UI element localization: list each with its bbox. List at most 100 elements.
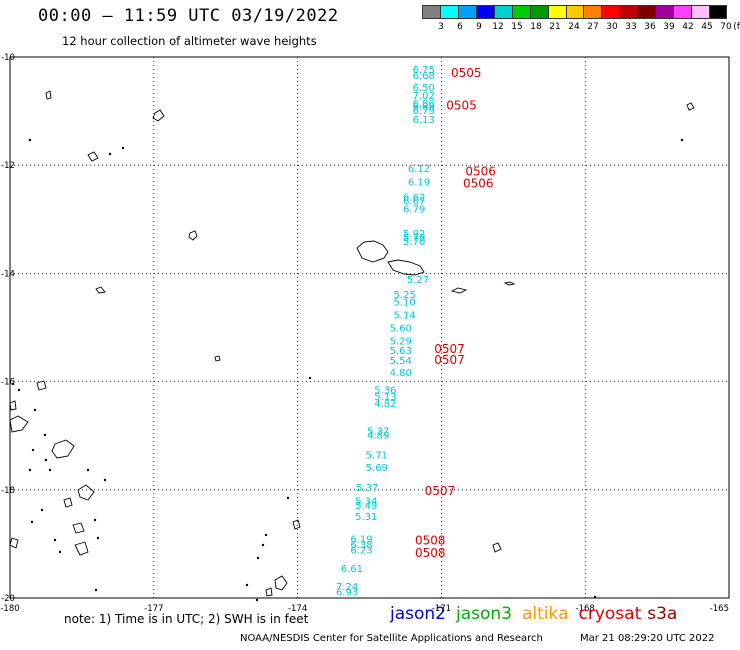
fiji-coast-1	[9, 415, 29, 433]
fiji-coast-8	[36, 380, 47, 391]
pass-time-label: 0505	[446, 99, 477, 113]
wave-height-value: 6.61	[341, 564, 363, 575]
fiji-coast-2	[9, 400, 17, 411]
wave-height-value: 6.93	[336, 588, 358, 599]
tonga-coast-3	[265, 587, 273, 597]
wave-height-value: 5.49	[355, 501, 377, 512]
color-scale-swatches	[422, 5, 727, 19]
color-scale-label: 30	[606, 22, 618, 32]
wave-height-value: 4.89	[367, 431, 389, 442]
color-scale-label: 42	[682, 22, 694, 32]
color-scale-label: 39	[663, 22, 675, 32]
color-scale-label: 24	[568, 22, 580, 32]
atoll-2-coastline	[45, 90, 52, 100]
color-swatch	[601, 5, 620, 19]
wave-height-value: 5.14	[393, 311, 415, 322]
wave-height-value: 6.13	[413, 115, 435, 126]
longitude-tick-label: -168	[576, 604, 595, 614]
wave-height-value: 5.13	[374, 392, 396, 403]
longitude-tick-label: -171	[432, 604, 451, 614]
mission-jason2-label: jason2	[390, 604, 446, 624]
latitude-tick-label: -18	[1, 486, 15, 496]
pass-time-label: 0507	[425, 484, 456, 498]
wave-height-value: 5.29	[390, 336, 412, 347]
wave-height-value: 5.70	[403, 237, 425, 248]
mission-legend: jason2 jason3 altika cryosat s3a	[390, 604, 687, 624]
wave-height-value: 6.67	[403, 196, 425, 207]
wave-height-value: 5.34	[355, 497, 377, 508]
wave-height-value: 6.68	[413, 71, 435, 82]
atoll-5-coastline	[214, 355, 221, 362]
color-swatch	[529, 5, 548, 19]
latitude-tick-label: -20	[1, 594, 15, 604]
axis-tick-labels: -180 -177 -174 -171 -168 -165 -10 -12 -14 -16 -18 -…	[0, 53, 729, 614]
wave-height-value: 6.12	[408, 164, 430, 175]
wave-height-value: 6.79	[413, 106, 435, 117]
map-subtitle: 12 hour collection of altimeter wave hei…	[62, 34, 317, 48]
tonga-coast-2	[274, 575, 288, 591]
map-frame	[9, 56, 730, 599]
wave-height-value: 5.37	[356, 483, 378, 494]
longitude-tick-label: -165	[710, 604, 729, 614]
color-scale-label: 70	[720, 22, 732, 32]
tutuila-island-coastline	[450, 287, 468, 294]
color-swatch	[709, 5, 727, 19]
small-islets	[11, 138, 684, 602]
atoll-6-coastline	[492, 542, 502, 553]
color-scale-label: 45	[701, 22, 713, 32]
fiji-coast-7	[74, 541, 89, 556]
wave-height-value: 5.36	[374, 386, 396, 397]
color-swatch	[475, 5, 494, 19]
color-swatch	[457, 5, 476, 19]
mission-jason3-label: jason3	[456, 604, 512, 624]
color-scale-label: 6	[457, 22, 463, 32]
wave-height-value: 6.86	[413, 99, 435, 110]
pass-time-label: 0507	[434, 353, 465, 367]
pass-time-label: 0508	[415, 534, 446, 548]
color-swatch	[565, 5, 584, 19]
atoll-3-coastline	[87, 151, 99, 162]
units-note: note: 1) Time is in UTC; 2) SWH is in fe…	[64, 612, 309, 626]
longitude-tick-label: -177	[144, 604, 163, 614]
pass-time-label: 0506	[463, 177, 494, 191]
pass-time-label: 0508	[415, 546, 446, 560]
wave-height-value: 5.27	[407, 275, 429, 286]
color-swatch	[673, 5, 692, 19]
wave-height-value: 6.62	[403, 193, 425, 204]
color-swatch	[619, 5, 638, 19]
wave-height-value: 5.71	[366, 451, 388, 462]
pass-time-label: 0505	[451, 66, 482, 80]
mission-altika-label: altika	[522, 604, 569, 624]
atoll-1-coastline	[152, 109, 165, 122]
color-swatch	[439, 5, 458, 19]
color-scale-label: 27	[587, 22, 599, 32]
manua-island-coastline	[503, 281, 516, 286]
wave-height-value: 5.10	[393, 298, 415, 309]
wave-height-value: 6.79	[403, 204, 425, 215]
latitude-tick-label: -14	[1, 269, 15, 279]
savaii-island-coastline	[356, 240, 389, 263]
latitude-tick-label: -16	[1, 378, 15, 388]
color-swatch	[691, 5, 709, 19]
wave-height-value: 5.54	[390, 356, 412, 367]
fiji-coast-3	[51, 439, 75, 459]
longitude-tick-label: -180	[0, 604, 19, 614]
wave-height-value: 5.37	[367, 426, 389, 437]
wave-height-value: 5.25	[393, 290, 415, 301]
color-scale-label: 12	[492, 22, 504, 32]
color-swatch	[547, 5, 566, 19]
color-swatch	[583, 5, 602, 19]
wave-height-value: 7.02	[413, 91, 435, 102]
credit-line: NOAA/NESDIS Center for Satellite Applica…	[240, 633, 543, 644]
wave-height-value: 4.82	[374, 399, 396, 410]
atoll-4-coastline	[686, 102, 695, 111]
pass-time-label: 0507	[434, 342, 465, 356]
wave-height-value: 5.92	[403, 229, 425, 240]
color-scale-label: 15	[511, 22, 523, 32]
latitude-tick-label: -12	[1, 161, 15, 171]
wave-height-labels: 6.756.686.507.026.866.886.796.136.126.19…	[336, 65, 435, 599]
wave-height-value: 6.38	[350, 540, 372, 551]
